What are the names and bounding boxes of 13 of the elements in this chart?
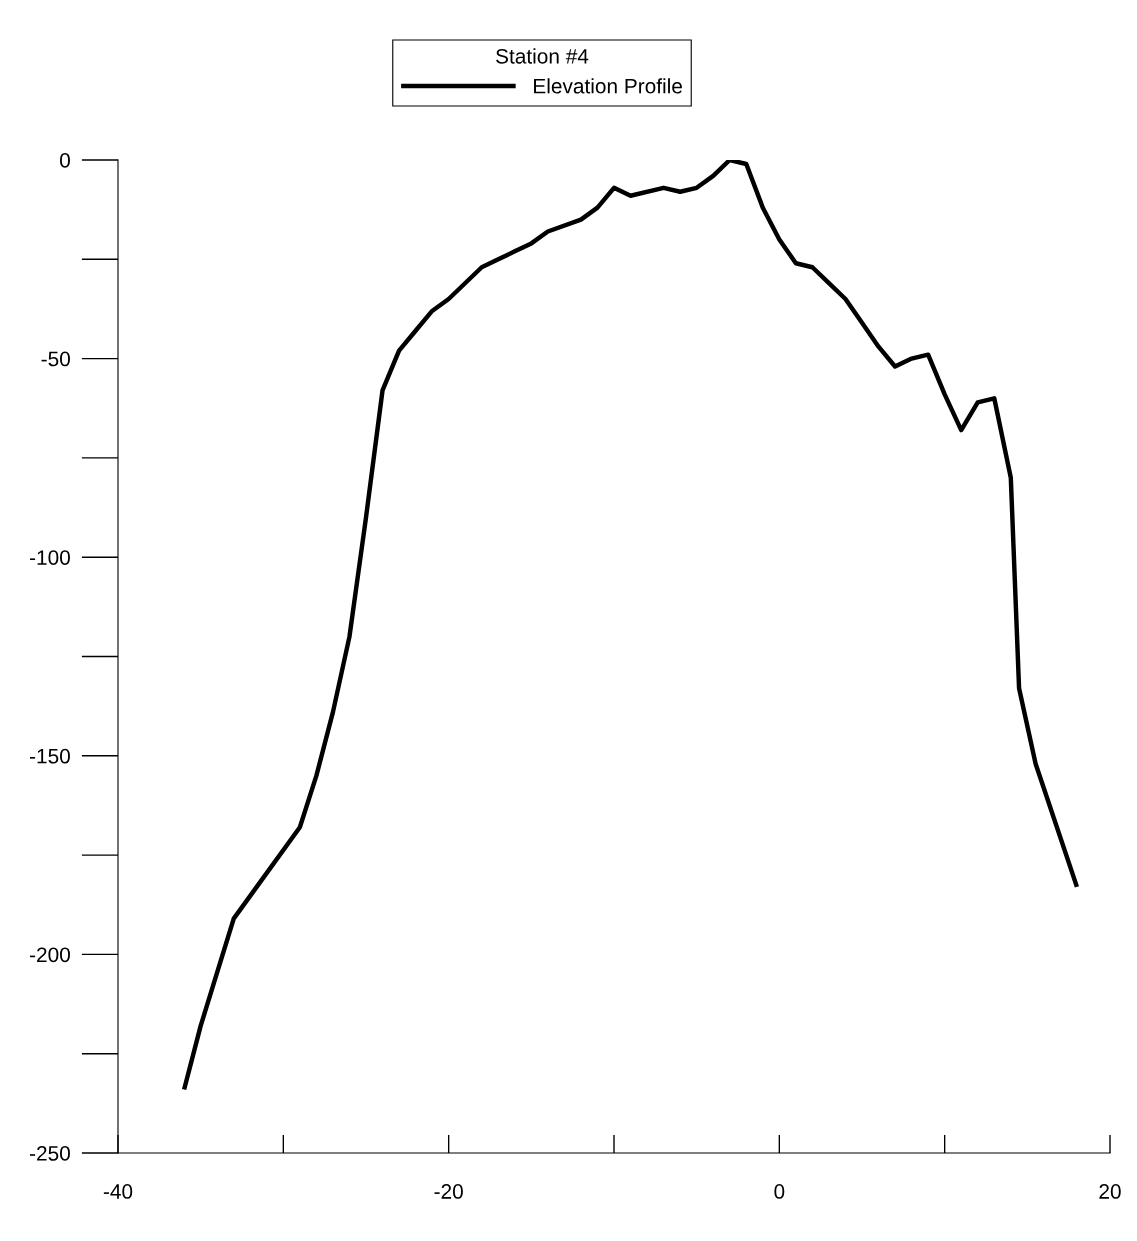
text: Elevation Profile: [534, 78, 682, 94]
y-tick-label: -50: [41, 351, 70, 367]
line-series: [181, 160, 1080, 1092]
y-tick-label: -150: [30, 748, 70, 764]
x-tick-label: -20: [434, 1184, 463, 1199]
x-tick-label: -40: [103, 1184, 133, 1199]
legend-title: Station #4: [496, 48, 589, 64]
x-tick-label: 0: [774, 1184, 785, 1199]
y-tick-label: 0: [60, 153, 70, 168]
x-tick-label: 20: [1099, 1184, 1121, 1199]
y-tick-label: -200: [30, 947, 70, 963]
y-tick-label: -100: [30, 550, 70, 565]
y-tick-label: -250: [30, 1146, 70, 1161]
